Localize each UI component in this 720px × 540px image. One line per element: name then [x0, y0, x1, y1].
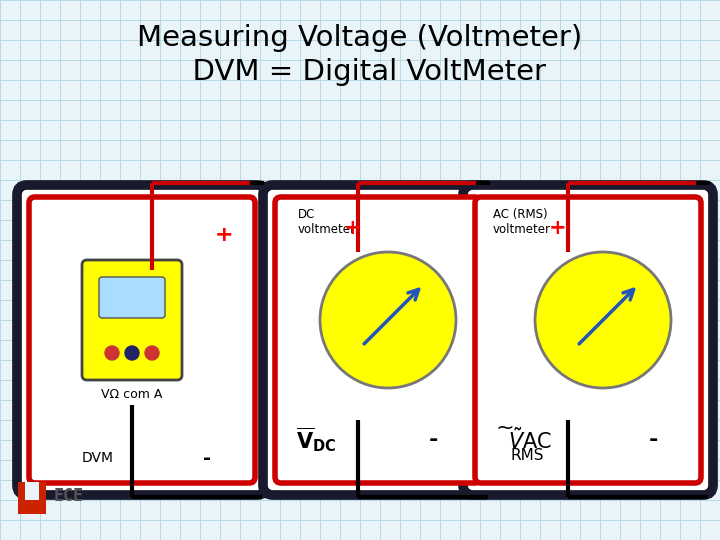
- Text: AC (RMS)
voltmeter: AC (RMS) voltmeter: [493, 208, 551, 236]
- Circle shape: [535, 252, 671, 388]
- Text: ECE: ECE: [54, 487, 84, 505]
- Text: +: +: [549, 218, 567, 238]
- Text: +: +: [344, 218, 362, 238]
- Text: $\tilde{V}$AC: $\tilde{V}$AC: [508, 427, 552, 453]
- FancyBboxPatch shape: [17, 185, 267, 495]
- Circle shape: [125, 346, 139, 360]
- Text: VΩ com A: VΩ com A: [102, 388, 163, 402]
- Circle shape: [145, 346, 159, 360]
- Text: $\overline{\mathbf{V}}$$_{\mathbf{DC}}$: $\overline{\mathbf{V}}$$_{\mathbf{DC}}$: [296, 426, 336, 454]
- Text: DVM: DVM: [82, 451, 114, 465]
- FancyBboxPatch shape: [18, 482, 46, 514]
- Text: -: -: [428, 430, 438, 450]
- FancyBboxPatch shape: [275, 197, 481, 483]
- Text: +: +: [215, 225, 233, 245]
- Text: -: -: [648, 430, 657, 450]
- FancyBboxPatch shape: [99, 277, 165, 318]
- FancyBboxPatch shape: [463, 185, 713, 495]
- Text: ~: ~: [496, 418, 515, 438]
- Text: DC
voltmeter: DC voltmeter: [298, 208, 356, 236]
- FancyBboxPatch shape: [475, 197, 701, 483]
- FancyBboxPatch shape: [25, 482, 39, 500]
- FancyBboxPatch shape: [29, 197, 255, 483]
- Text: RMS: RMS: [510, 449, 544, 463]
- Circle shape: [320, 252, 456, 388]
- Text: Measuring Voltage (Voltmeter): Measuring Voltage (Voltmeter): [138, 24, 582, 52]
- Text: DVM = Digital VoltMeter: DVM = Digital VoltMeter: [174, 58, 546, 86]
- FancyBboxPatch shape: [263, 185, 493, 495]
- Circle shape: [105, 346, 119, 360]
- FancyBboxPatch shape: [82, 260, 182, 380]
- Text: -: -: [203, 449, 211, 468]
